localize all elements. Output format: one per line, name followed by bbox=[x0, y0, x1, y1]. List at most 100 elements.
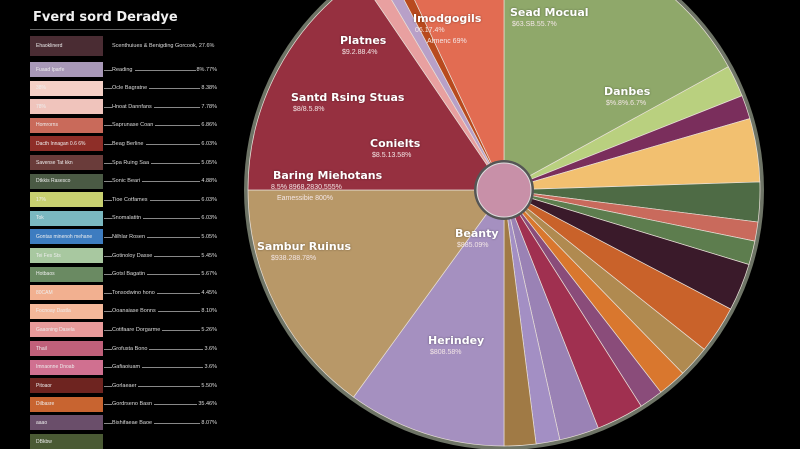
annotation-value: $8.5.13.58% bbox=[372, 152, 412, 159]
legend-item: aaao Bishifaeae Baoe 8.07% bbox=[30, 415, 220, 431]
legend-percent: 5.05% bbox=[200, 233, 217, 240]
legend-percent: 6.03% bbox=[200, 140, 217, 147]
legend-label: Sonic Beari bbox=[112, 178, 143, 185]
chart-title: Fverd sord Deradye bbox=[33, 10, 178, 25]
legend-swatch: Tok bbox=[30, 210, 103, 226]
pie-slice-imodgogils bbox=[414, 0, 505, 191]
legend-item: Tok Snomalatitn 6.03% bbox=[30, 210, 220, 226]
legend-item: Dacth Innagan 0.6 6% Beag Berline 6.03% bbox=[30, 136, 220, 152]
legend-swatch: Dilbasre bbox=[30, 396, 103, 412]
legend-label: Scenthuiues & Benigding Gorcook, 27.6% bbox=[112, 43, 215, 49]
legend-swatch: Gontas minenoh mehane bbox=[30, 229, 103, 245]
slice-label: Sead Mocual bbox=[510, 6, 589, 19]
leader-line bbox=[104, 199, 210, 201]
legend-percent: 8%.77% bbox=[195, 66, 217, 73]
legend-label: Hnoat Dannfans bbox=[112, 103, 154, 110]
legend-item: 78% Hnoat Dannfans 7.78% bbox=[30, 99, 220, 115]
annotation-value: $885.09% bbox=[457, 242, 489, 249]
leader-line bbox=[104, 255, 210, 257]
leader-line bbox=[104, 181, 210, 183]
legend-swatch: 38% bbox=[30, 80, 103, 96]
leader-line bbox=[104, 162, 210, 164]
slice-value: $63.SB.55.7% bbox=[512, 21, 557, 28]
legend-swatch: Pitoaor bbox=[30, 378, 103, 394]
legend-item: Dtkkis Rasesco Sonic Beari 4.88% bbox=[30, 173, 220, 189]
pie-slice-sead-mocual bbox=[503, 0, 729, 191]
legend-label: Spa Ruing Saa bbox=[112, 159, 151, 166]
slice-label: Danbes bbox=[604, 85, 651, 98]
legend-percent: 4.45% bbox=[200, 289, 217, 296]
legend-item: Tei Fes Sts Gotinoloy Dasse 5.45% bbox=[30, 248, 220, 263]
leader-line bbox=[104, 292, 210, 294]
annotation-label: Santd Rsing Stuas bbox=[291, 91, 405, 104]
leader-line bbox=[104, 106, 210, 108]
leader-line bbox=[104, 218, 210, 220]
legend-percent: 8.38% bbox=[200, 85, 217, 92]
slice-value: $938.288.78% bbox=[271, 255, 317, 262]
legend-swatch: Tei Fes Sts bbox=[30, 248, 103, 263]
legend-swatch: Thail bbox=[30, 341, 103, 356]
legend-swatch: 78% bbox=[30, 99, 103, 115]
legend-item: Dilbasre Gordrseno Basn 35.46% bbox=[30, 396, 220, 412]
slice-label: Imodgogils bbox=[413, 12, 482, 25]
slice-label: Baring Miehotans bbox=[273, 169, 383, 182]
legend-label: Gotsl Bagatin bbox=[112, 271, 148, 278]
annotation-value: $9.2.88.4% bbox=[342, 49, 378, 56]
legend-label: Cotifaare Dorgarme bbox=[112, 326, 163, 333]
legend-item: Gaaoning Dasela Cotifaare Dorgarme 5.26% bbox=[30, 322, 220, 338]
slice-value: $808.58% bbox=[430, 349, 462, 356]
legend-label: Ocle Bagratne bbox=[112, 85, 150, 92]
legend-item: Focnoay Dastla Ooanaiase Bonns 8.10% bbox=[30, 303, 220, 319]
legend-item: 17% Tioe Cotfames 6.03% bbox=[30, 192, 220, 208]
legend-swatch: DBkbw bbox=[30, 434, 103, 449]
legend-swatch: Dacth Innagan 0.6 6% bbox=[30, 136, 103, 152]
leader-line bbox=[104, 88, 210, 90]
legend-percent: 3.6% bbox=[203, 345, 217, 352]
legend-swatch: Fuaad Iparfe bbox=[30, 62, 103, 77]
pie-slice bbox=[374, 0, 505, 191]
legend-item: Hotbaos Gotsl Bagatin 5.67% bbox=[30, 266, 220, 282]
legend-item: Homrorns Saprunase Coan 6.86% bbox=[30, 117, 220, 133]
legend-percent: 7.78% bbox=[200, 103, 217, 110]
legend-item: Gontas minenoh mehane Nilhlar Rosen 5.05% bbox=[30, 229, 220, 245]
annotation-label: Conielts bbox=[370, 137, 421, 150]
annotation-label: Platnes bbox=[340, 34, 387, 47]
legend-label: Nilhlar Rosen bbox=[112, 233, 148, 240]
legend-swatch: 17% bbox=[30, 192, 103, 208]
pie-slice-herindey bbox=[353, 188, 505, 447]
legend-swatch: Dtkkis Rasesco bbox=[30, 173, 103, 189]
legend-label: Bishifaeae Baoe bbox=[112, 419, 155, 426]
legend-percent: 5.05% bbox=[200, 159, 217, 166]
legend-percent: 6.86% bbox=[200, 122, 217, 129]
legend-percent: 3.6% bbox=[203, 364, 217, 371]
leader-line bbox=[104, 422, 210, 424]
slice-value: 06.17.4% bbox=[415, 27, 445, 34]
slice-label: Herindey bbox=[428, 334, 485, 347]
legend-item: 80CAM Tonsodwino hono 4.45% bbox=[30, 285, 220, 301]
legend-item: DBkbw bbox=[30, 434, 220, 449]
leader-line bbox=[104, 69, 210, 71]
legend-label: Grofusta Bono bbox=[112, 345, 150, 352]
legend-item: Savense Tat kkn Spa Ruing Saa 5.05% bbox=[30, 155, 220, 170]
legend-percent: 8.07% bbox=[200, 419, 217, 426]
legend-item: Thail Grofusta Bono 3.6% bbox=[30, 341, 220, 356]
leader-line bbox=[104, 125, 210, 127]
pie-slice-sambur-ruinus bbox=[247, 189, 505, 398]
legend-percent: 5.67% bbox=[200, 271, 217, 278]
leader-line bbox=[104, 274, 210, 276]
legend-swatch: Focnoay Dastla bbox=[30, 303, 103, 319]
legend-percent: 4.88% bbox=[200, 178, 217, 185]
annotation-value: Atmenc 69% bbox=[427, 38, 467, 45]
legend-label: Gafiaoiuam bbox=[112, 364, 143, 371]
legend-percent: 8.10% bbox=[200, 308, 217, 315]
legend-swatch: Ehaoklinerd bbox=[30, 36, 103, 56]
legend-swatch: Gaaoning Dasela bbox=[30, 322, 103, 338]
legend-label: Tonsodwino hono bbox=[112, 289, 157, 296]
legend-label: Tioe Cotfames bbox=[112, 196, 150, 203]
leader-line bbox=[104, 236, 210, 238]
legend-item: Fuaad Iparfe Reading 8%.77% bbox=[30, 62, 220, 77]
legend-percent: 6.03% bbox=[200, 196, 217, 203]
legend-label: Reading bbox=[112, 66, 135, 73]
slice-label: Sambur Ruinus bbox=[257, 240, 352, 253]
legend-percent: 35.46% bbox=[197, 401, 217, 408]
